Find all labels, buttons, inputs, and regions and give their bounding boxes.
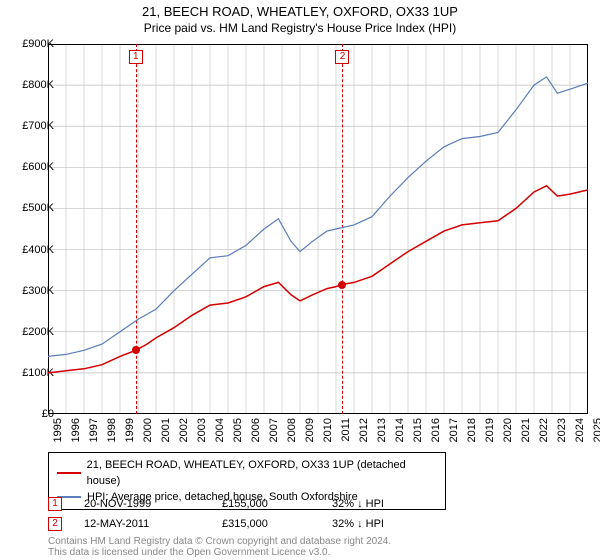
x-tick-label: 2015 — [412, 418, 424, 442]
footer-line-2: This data is licensed under the Open Gov… — [48, 547, 391, 558]
x-tick-label: 2023 — [556, 418, 568, 442]
x-tick-label: 1999 — [124, 418, 136, 442]
x-tick-label: 1998 — [106, 418, 118, 442]
x-tick-label: 2019 — [484, 418, 496, 442]
series-hpi — [48, 77, 588, 357]
event-delta: 32% ↓ HPI — [332, 498, 452, 510]
event-row-marker: 2 — [48, 517, 62, 531]
x-tick-label: 2013 — [376, 418, 388, 442]
event-date: 20-NOV-1999 — [84, 498, 222, 510]
x-tick-label: 2010 — [322, 418, 334, 442]
x-tick-label: 2025 — [592, 418, 600, 442]
events-table: 1 20-NOV-1999£155,00032% ↓ HPI 2 12-MAY-201… — [48, 494, 452, 534]
x-tick-label: 2009 — [304, 418, 316, 442]
x-tick-label: 2012 — [358, 418, 370, 442]
x-tick-label: 1997 — [88, 418, 100, 442]
x-tick-label: 1996 — [70, 418, 82, 442]
event-price: £315,000 — [222, 518, 332, 530]
x-tick-label: 2008 — [286, 418, 298, 442]
x-tick-label: 2005 — [232, 418, 244, 442]
x-tick-label: 2021 — [520, 418, 532, 442]
x-tick-label: 2006 — [250, 418, 262, 442]
x-tick-label: 2020 — [502, 418, 514, 442]
event-delta: 32% ↓ HPI — [332, 518, 452, 530]
footer-line-1: Contains HM Land Registry data © Crown c… — [48, 536, 391, 547]
event-row-marker: 1 — [48, 497, 62, 511]
x-tick-label: 2018 — [466, 418, 478, 442]
x-tick-label: 2024 — [574, 418, 586, 442]
event-date: 12-MAY-2011 — [84, 518, 222, 530]
x-tick-label: 2022 — [538, 418, 550, 442]
x-tick-label: 2017 — [448, 418, 460, 442]
x-tick-label: 2011 — [340, 418, 352, 442]
event-price: £155,000 — [222, 498, 332, 510]
footer-attribution: Contains HM Land Registry data © Crown c… — [48, 536, 391, 558]
x-tick-label: 2000 — [142, 418, 154, 442]
chart-subtitle: Price paid vs. HM Land Registry's House … — [0, 21, 600, 35]
x-tick-label: 2007 — [268, 418, 280, 442]
event-row: 2 12-MAY-2011£315,00032% ↓ HPI — [48, 514, 452, 534]
chart-title: 21, BEECH ROAD, WHEATLEY, OXFORD, OX33 1… — [0, 4, 600, 19]
event-marker-box: 1 — [129, 50, 143, 64]
legend-label: 21, BEECH ROAD, WHEATLEY, OXFORD, OX33 1… — [87, 457, 437, 489]
x-tick-label: 2001 — [160, 418, 172, 442]
x-tick-label: 1995 — [52, 418, 64, 442]
x-tick-label: 2014 — [394, 418, 406, 442]
series-price_paid — [48, 186, 588, 373]
chart-series — [48, 44, 588, 414]
x-tick-label: 2003 — [196, 418, 208, 442]
event-dot — [132, 346, 140, 354]
x-tick-label: 2004 — [214, 418, 226, 442]
x-tick-label: 2002 — [178, 418, 190, 442]
legend-row: 21, BEECH ROAD, WHEATLEY, OXFORD, OX33 1… — [57, 457, 437, 489]
event-dot — [338, 281, 346, 289]
legend-swatch — [57, 472, 81, 474]
event-row: 1 20-NOV-1999£155,00032% ↓ HPI — [48, 494, 452, 514]
event-marker-box: 2 — [335, 50, 349, 64]
x-tick-label: 2016 — [430, 418, 442, 442]
chart-plot-area: 12 — [48, 44, 588, 414]
